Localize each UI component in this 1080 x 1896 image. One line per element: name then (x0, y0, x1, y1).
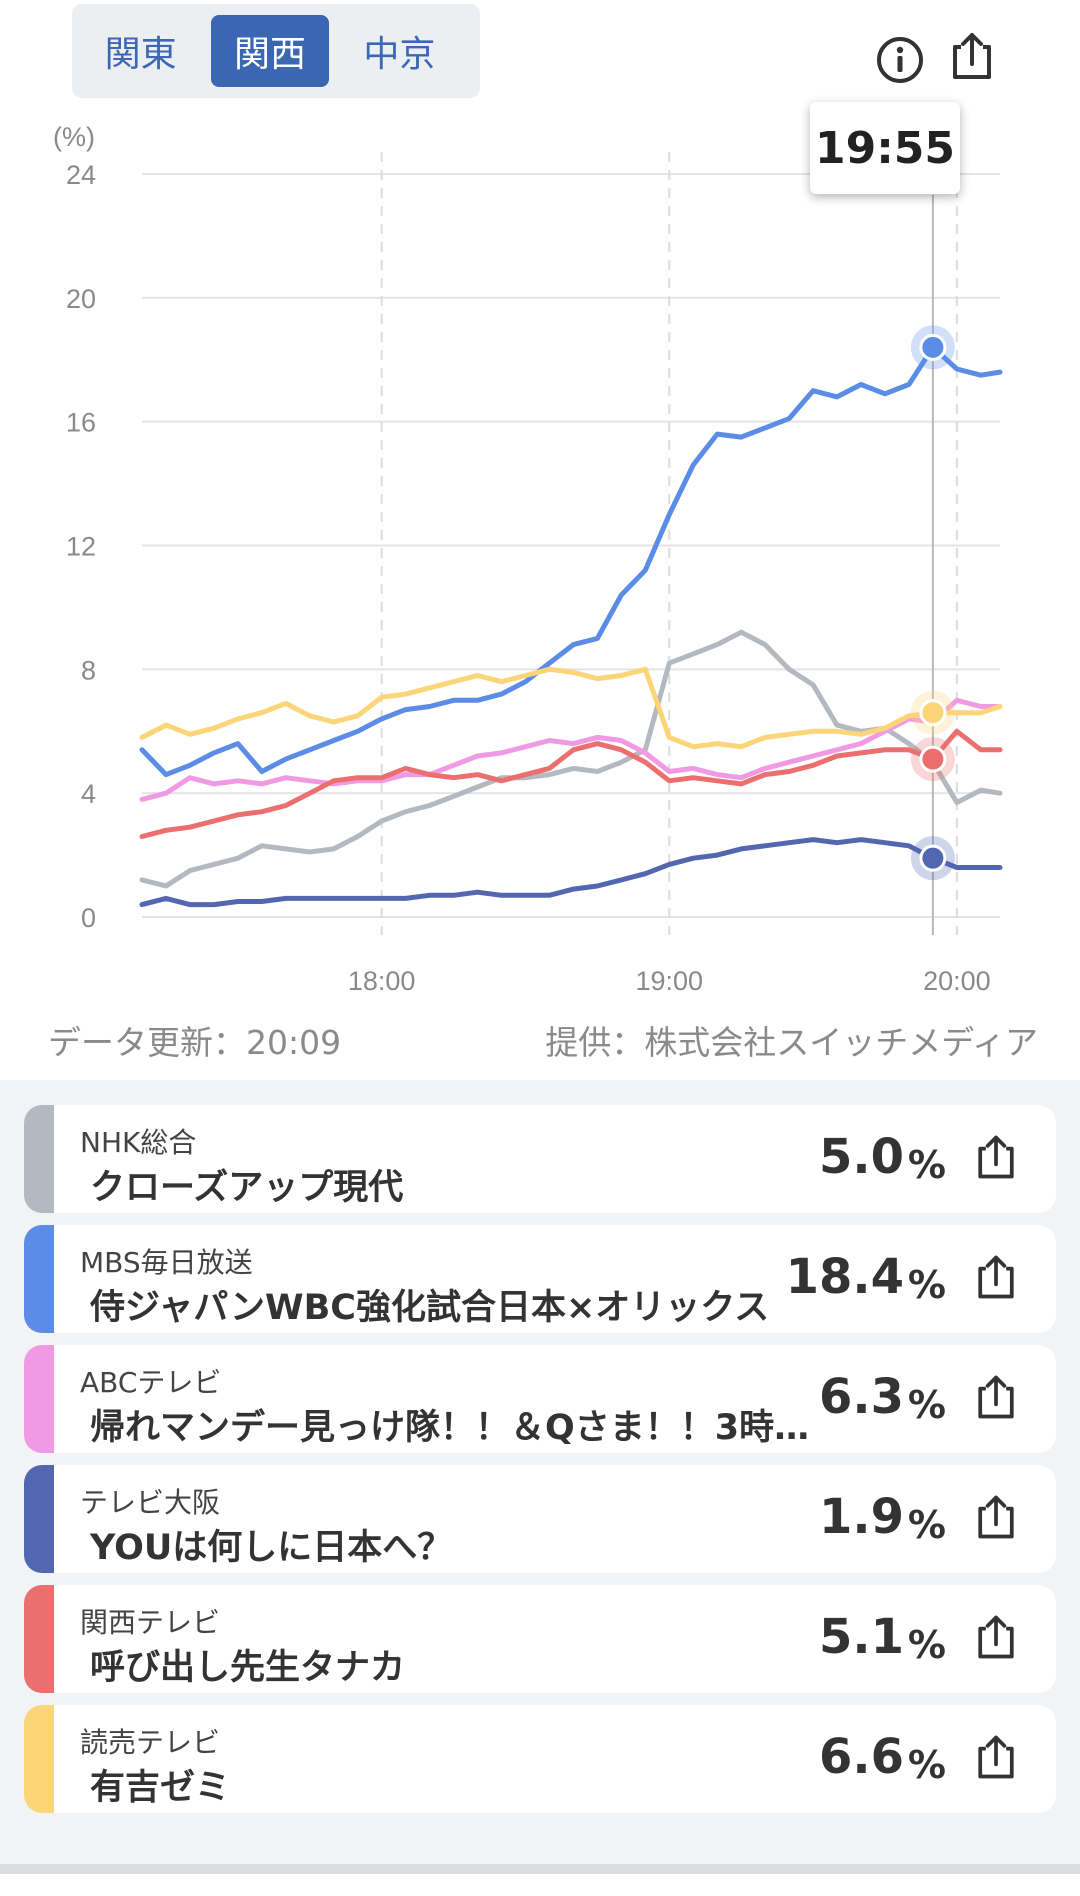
cursor-point-ytv (919, 699, 947, 727)
cursor-point-tvo (919, 844, 947, 872)
station-name: MBS毎日放送 (80, 1246, 253, 1279)
chart-x-grid (380, 152, 958, 935)
y-tick-label: 0 (81, 903, 96, 933)
channel-card-mbs[interactable]: MBS毎日放送 侍ジャパンWBC強化試合日本×オリックス 18.4 % (24, 1225, 1056, 1333)
y-axis-unit: (%) (53, 122, 95, 152)
channel-card-ytv[interactable]: 読売テレビ 有吉ゼミ 6.6 % (24, 1705, 1056, 1813)
share-icon[interactable] (970, 1251, 1022, 1303)
series-line-nhk (139, 629, 1003, 889)
program-title: クローズアップ現代 (90, 1168, 404, 1208)
rating-value: 18.4 (785, 1249, 904, 1305)
rating-value: 1.9 (818, 1489, 904, 1545)
channel-color-bar (24, 1105, 54, 1213)
channel-card-tvo[interactable]: テレビ大阪 YOUは何しに日本へ？ 1.9 % (24, 1465, 1056, 1573)
channel-color-bar (24, 1585, 54, 1693)
data-provider: 提供：株式会社スイッチメディア (545, 1023, 1038, 1062)
series-line-tvo (139, 837, 1003, 908)
channel-card-ktv[interactable]: 関西テレビ 呼び出し先生タナカ 5.1 % (24, 1585, 1056, 1693)
station-name: 読売テレビ (80, 1726, 221, 1759)
x-tick-label: 20:00 (923, 966, 991, 996)
chart-grid (142, 173, 1000, 918)
chart-y-ticks: 0 4 8 12 16 20 24 (66, 160, 96, 933)
station-name: 関西テレビ (80, 1606, 221, 1639)
series-line-abc (139, 697, 1003, 802)
station-name: NHK総合 (80, 1126, 197, 1159)
channel-color-bar (24, 1465, 54, 1573)
cursor-point-ktv (919, 745, 947, 773)
share-icon[interactable] (970, 1371, 1022, 1423)
channel-color-bar (24, 1225, 54, 1333)
rating-unit: % (907, 1503, 946, 1547)
rating-value: 5.1 (818, 1609, 904, 1665)
tab-kansai[interactable]: 関西 (211, 15, 329, 87)
rating-unit: % (907, 1263, 946, 1307)
ratings-line-chart[interactable]: 0 4 8 12 16 20 24 18:00 19:00 20:00 (%) (0, 100, 1080, 1000)
program-title: 侍ジャパンWBC強化試合日本×オリックス (90, 1288, 770, 1328)
series-line-ytv (139, 666, 1003, 750)
program-title: YOUは何しに日本へ？ (90, 1528, 453, 1568)
region-tabs: 関東 関西 中京 (72, 4, 480, 98)
share-icon[interactable] (970, 1611, 1022, 1663)
data-update-time: データ更新：20:09 (48, 1023, 342, 1062)
channel-list: NHK総合 クローズアップ現代 5.0 % MBS毎日放送 侍ジャパンWBC強化… (0, 1080, 1080, 1870)
series-line-ktv (139, 728, 1003, 839)
time-tooltip: 19:55 (810, 102, 960, 194)
cursor-points (910, 325, 955, 881)
y-tick-label: 4 (81, 779, 96, 809)
bottom-divider (0, 1864, 1080, 1874)
cursor-point-mbs (919, 333, 947, 361)
station-name: テレビ大阪 (80, 1486, 221, 1519)
channel-color-bar (24, 1705, 54, 1813)
chart-x-ticks: 18:00 19:00 20:00 (348, 966, 991, 996)
rating-unit: % (907, 1623, 946, 1667)
channel-card-nhk[interactable]: NHK総合 クローズアップ現代 5.0 % (24, 1105, 1056, 1213)
program-title: 帰れマンデー見っけ隊！！＆Qさま！！3時… (90, 1408, 810, 1448)
rating-value: 5.0 (818, 1129, 904, 1185)
x-tick-label: 18:00 (348, 966, 416, 996)
rating-unit: % (907, 1743, 946, 1787)
chart-panel: 関東 関西 中京 0 4 8 12 16 20 24 18:00 19:00 20:00 (%)… (0, 4, 1080, 1062)
program-title: 呼び出し先生タナカ (90, 1648, 406, 1688)
program-title: 有吉ゼミ (90, 1768, 231, 1808)
station-name: ABCテレビ (80, 1366, 222, 1399)
channel-card-abc[interactable]: ABCテレビ 帰れマンデー見っけ隊！！＆Qさま！！3時… 6.3 % (24, 1345, 1056, 1453)
y-tick-label: 20 (66, 284, 96, 314)
rating-unit: % (907, 1143, 946, 1187)
rating-unit: % (907, 1383, 946, 1427)
share-icon[interactable] (970, 1731, 1022, 1783)
channel-color-bar (24, 1345, 54, 1453)
series-line-mbs (139, 344, 1003, 778)
meta-row: データ更新：20:09 提供：株式会社スイッチメディア (48, 1012, 1038, 1062)
y-tick-label: 16 (66, 408, 96, 438)
chart-series (139, 344, 1003, 908)
y-tick-label: 24 (66, 160, 96, 190)
share-icon[interactable] (970, 1491, 1022, 1543)
y-tick-label: 12 (66, 532, 96, 562)
rating-value: 6.3 (818, 1369, 904, 1425)
rating-value: 6.6 (818, 1729, 904, 1785)
info-icon[interactable] (872, 32, 928, 88)
tab-chukyo[interactable]: 中京 (363, 34, 436, 75)
share-icon[interactable] (970, 1131, 1022, 1183)
x-tick-label: 19:00 (635, 966, 703, 996)
tab-kanto[interactable]: 関東 (104, 34, 177, 75)
y-tick-label: 8 (81, 655, 96, 685)
share-icon[interactable] (944, 28, 1000, 84)
